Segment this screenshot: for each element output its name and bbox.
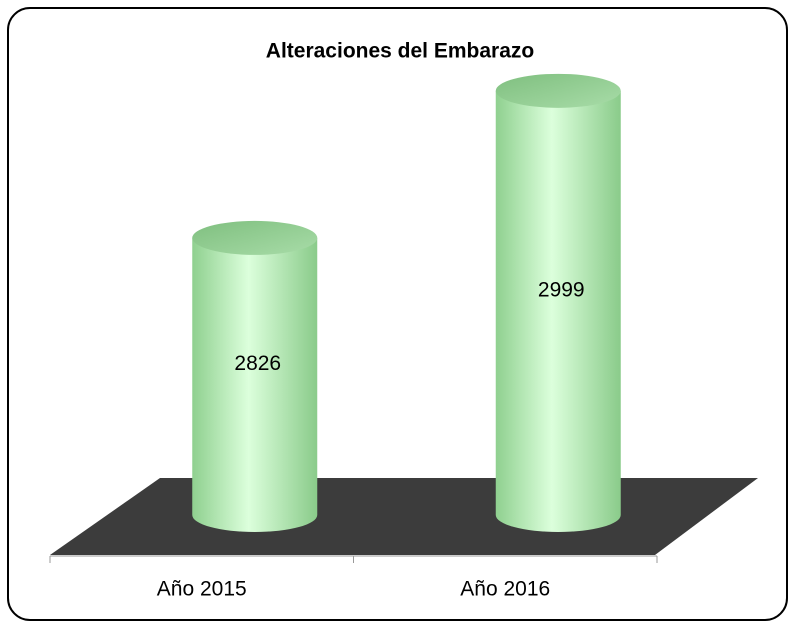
- chart-title: Alteraciones del Embarazo: [266, 40, 534, 63]
- data-label: 2826: [234, 352, 281, 375]
- cylinder-top: [495, 73, 621, 108]
- x-tick-label: Año 2015: [157, 578, 247, 601]
- cylinder: [495, 90, 621, 532]
- x-tick-label: Año 2016: [460, 578, 550, 601]
- cylinder-top: [192, 220, 318, 255]
- floor: [50, 478, 758, 555]
- cylinder: [192, 237, 318, 532]
- data-label: 2999: [538, 278, 585, 301]
